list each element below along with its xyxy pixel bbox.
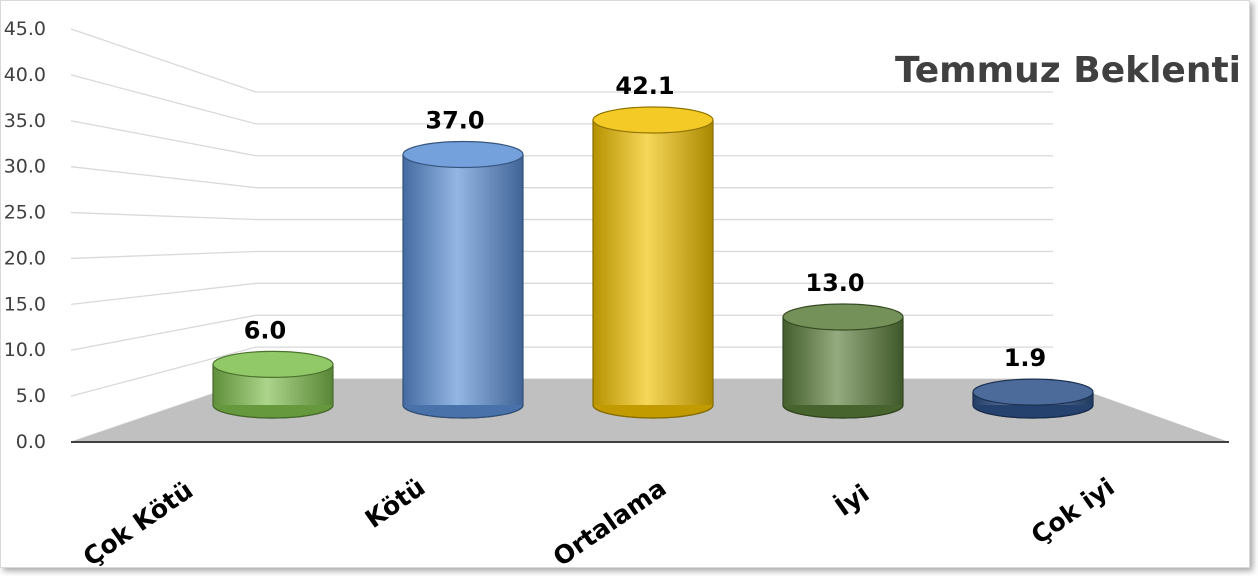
bar xyxy=(592,106,714,419)
y-tick-label: 25.0 xyxy=(4,202,46,224)
y-tick-label: 30.0 xyxy=(4,156,46,178)
data-label: 6.0 xyxy=(244,316,287,344)
bar-top xyxy=(782,303,904,331)
gridline xyxy=(70,314,1053,351)
y-tick-label: 20.0 xyxy=(4,247,46,269)
bar-top xyxy=(402,140,524,169)
bar xyxy=(972,378,1094,419)
y-tick-label: 10.0 xyxy=(4,339,46,361)
bar-body xyxy=(593,119,713,405)
x-tick-label: Çok Kötü xyxy=(78,475,198,567)
bar-top xyxy=(592,106,714,134)
y-tick-label: 45.0 xyxy=(4,18,46,40)
y-tick-label: 40.0 xyxy=(4,64,46,86)
bar xyxy=(782,303,904,419)
chart-frame: 0.0 5.0 10.0 15.0 20.0 25.0 30.0 35.0 40.0 45.0 6… xyxy=(0,0,1250,568)
gridline xyxy=(70,28,1053,93)
y-axis-ticks: 0.0 5.0 10.0 15.0 20.0 25.0 30.0 35.0 40.0 45.0 xyxy=(4,18,46,453)
gridline xyxy=(70,211,1053,221)
data-label: 37.0 xyxy=(425,107,484,135)
data-label: 1.9 xyxy=(1004,344,1047,372)
bar-top xyxy=(212,350,334,378)
gridline xyxy=(70,282,1053,305)
gridline xyxy=(70,250,1053,260)
y-tick-label: 0.0 xyxy=(16,431,46,453)
chart-canvas: 0.0 5.0 10.0 15.0 20.0 25.0 30.0 35.0 40.0 45.0 6… xyxy=(4,18,1241,567)
bar xyxy=(212,350,334,419)
y-tick-label: 35.0 xyxy=(4,110,46,132)
x-tick-label: Kötü xyxy=(360,472,431,534)
y-tick-label: 15.0 xyxy=(4,293,46,315)
gridline xyxy=(70,166,1053,189)
bar-body xyxy=(783,316,903,405)
chart-title: Temmuz Beklenti xyxy=(895,50,1241,91)
x-tick-label: İyi xyxy=(829,478,874,522)
x-tick-label: Ortalama xyxy=(548,473,672,567)
gridline xyxy=(70,74,1053,125)
value-labels: 6.0 37.0 42.1 13.0 1.9 xyxy=(244,72,1047,372)
data-label: 42.1 xyxy=(615,72,674,100)
gridline xyxy=(70,120,1053,157)
x-tick-label: Çok iyi xyxy=(1026,472,1120,550)
y-tick-label: 5.0 xyxy=(16,385,46,407)
data-label: 13.0 xyxy=(805,269,864,297)
bars xyxy=(212,106,1094,419)
bar xyxy=(402,140,524,419)
bar-body xyxy=(403,154,523,405)
category-labels: Çok Kötü Kötü Ortalama İyi Çok iyi xyxy=(78,472,1120,567)
grid-lines xyxy=(70,28,1053,443)
bar-top xyxy=(972,378,1094,406)
